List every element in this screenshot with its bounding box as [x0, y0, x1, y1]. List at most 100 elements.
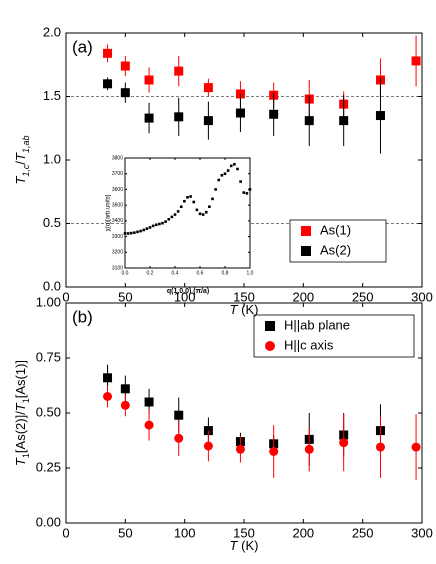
data-point	[235, 444, 245, 454]
data-point	[120, 400, 130, 410]
data-point	[183, 199, 186, 203]
inset: 0.0 0.2 0.4 0.6 0.8 1.0 3100 3200 3300 3400 3500 36…	[112, 155, 254, 276]
y-tick-label: 1.0	[43, 151, 61, 166]
legend-label: As(1)	[320, 222, 351, 237]
data-point	[211, 197, 214, 201]
data-point	[145, 227, 149, 231]
y-tick-label: 1.00	[36, 294, 61, 309]
data-point	[174, 112, 184, 122]
data-point	[269, 447, 279, 456]
data-point	[179, 205, 183, 209]
data-point	[170, 215, 174, 219]
data-point	[198, 212, 202, 216]
data-point	[167, 217, 171, 221]
data-point	[304, 116, 314, 126]
legend-marker	[301, 246, 311, 256]
inset-y-label: χ(q)[arb.units]	[106, 194, 112, 231]
data-point	[229, 164, 233, 168]
data-point	[223, 172, 227, 176]
data-point	[174, 410, 184, 420]
data-point	[103, 79, 113, 89]
y-tick-label: 2.0	[43, 24, 61, 39]
data-point	[214, 188, 217, 191]
x-tick-label: 300	[411, 525, 433, 540]
data-point	[339, 438, 349, 448]
data-point	[186, 195, 189, 199]
data-point	[144, 420, 154, 430]
y-tick-label: 0.25	[36, 459, 61, 474]
data-point	[158, 222, 161, 226]
data-point	[217, 178, 221, 182]
data-point	[133, 231, 136, 234]
x-tick-label: 0.2	[147, 270, 154, 276]
y-tick-label: 3400	[112, 218, 123, 224]
data-point	[148, 226, 152, 229]
y-tick-label: 3100	[112, 265, 123, 271]
x-tick-label: 250	[352, 525, 374, 540]
panel-b: 0 50 100 150 200 250 300 0.00 0.25 0.50 0.75 1.00 (b…	[36, 294, 433, 540]
legend-label: H||ab plane	[284, 317, 350, 332]
data-point	[103, 392, 113, 401]
data-point	[151, 224, 155, 228]
legend-marker	[301, 226, 311, 236]
data-point	[126, 232, 130, 235]
data-point	[123, 232, 127, 235]
x-tick-label: 50	[118, 525, 132, 540]
x-tick-label: 0.0	[122, 270, 129, 276]
data-point	[203, 83, 213, 93]
y-tick-label: 1.5	[43, 88, 61, 103]
x-tick-label: 150	[233, 525, 255, 540]
data-point	[411, 442, 421, 452]
y-tick-label: 0.0	[43, 278, 61, 293]
data-point	[144, 113, 154, 123]
data-point	[226, 169, 230, 172]
plot-frame	[65, 302, 423, 524]
data-point	[375, 442, 385, 452]
data-point	[136, 230, 139, 234]
plot-frame	[124, 157, 251, 269]
data-point	[173, 213, 177, 216]
data-point	[236, 167, 239, 171]
legend-marker	[265, 321, 275, 331]
data-point	[201, 213, 205, 216]
x-tick-label: 200	[292, 289, 314, 304]
x-tick-label: 0	[62, 525, 69, 540]
y-tick-label: 0.75	[36, 349, 61, 364]
data-point	[174, 66, 184, 76]
data-point	[248, 188, 252, 191]
x-tick-label: 150	[233, 289, 255, 304]
y-tick-label: 0.5	[43, 215, 61, 230]
data-point	[204, 210, 208, 214]
x-tick-label: 0.6	[197, 270, 204, 276]
y-axis-label: T1[As(2)]/T1[As(1)]	[13, 360, 31, 466]
legend-box	[253, 314, 415, 358]
data-point	[176, 210, 180, 213]
data-point	[129, 231, 133, 235]
x-tick-label: 100	[174, 289, 196, 304]
x-tick-label: 0.4	[172, 270, 179, 276]
data-point	[203, 441, 213, 451]
y-tick-label: 3600	[112, 187, 123, 193]
data-point	[304, 444, 314, 454]
legend-marker	[265, 341, 275, 351]
x-tick-label: 200	[292, 525, 314, 540]
x-axis-label: T (K)	[230, 538, 259, 553]
data-point	[139, 229, 142, 233]
data-point	[174, 433, 184, 443]
panel-label: (a)	[72, 37, 93, 56]
data-point	[375, 111, 385, 121]
data-point	[142, 228, 146, 232]
data-point	[220, 173, 224, 177]
panel-a: 0 50 100 150 200 250 300 0.0 0.5 1.0 1.5 2.0 (a) As(1…	[43, 24, 433, 304]
data-point	[269, 109, 279, 119]
x-tick-label: 1.0	[247, 270, 254, 276]
data-point	[339, 116, 349, 126]
y-tick-label: 3800	[112, 155, 123, 161]
x-tick-label: 0.8	[222, 270, 229, 276]
panel-label: (b)	[72, 307, 93, 326]
y-tick-label: 3200	[112, 250, 123, 256]
data-point	[195, 208, 199, 212]
y-tick-label: 0.50	[36, 404, 61, 419]
y-tick-label: 3500	[112, 202, 123, 208]
x-tick-label: 50	[118, 289, 132, 304]
